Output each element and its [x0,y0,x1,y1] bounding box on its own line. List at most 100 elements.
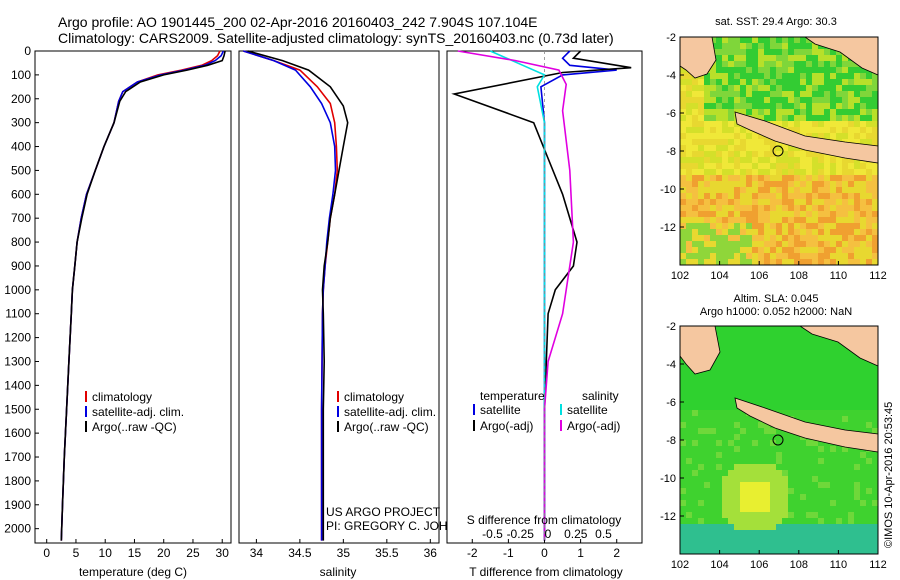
sst-cell [866,187,872,193]
temperature-ytick-label: 1900 [4,498,31,512]
sst-cell [818,223,824,229]
sla-cell [866,398,872,404]
sst-cell [782,151,788,157]
sst-cell [692,205,698,211]
sst-cell [836,199,842,205]
sst-cell [842,85,848,91]
sla-cell [824,362,830,368]
sla-cell [788,350,794,356]
sla-cell [806,458,812,464]
sst-cell [848,169,854,175]
sla-cell [746,326,752,332]
sla-cell [836,344,842,350]
sla-cell [794,464,800,470]
sst-cell [764,163,770,169]
sst-cell [770,97,776,103]
sst-cell [686,181,692,187]
sla-cell [692,380,698,386]
sla-cell [716,380,722,386]
temperature-ytick-label: 1800 [4,474,31,488]
sla-cell [734,338,740,344]
difference-xtick-label: 0 [541,546,548,560]
sst-cell [770,151,776,157]
sla-cell [848,536,854,542]
sst-cell [860,241,866,247]
sla-cell [782,500,788,506]
sla-cell [842,392,848,398]
sst-cell [836,181,842,187]
sst-cell [740,43,746,49]
sla-cell [776,548,782,554]
sst-cell [740,253,746,259]
sst-cell [710,193,716,199]
sst-cell [800,205,806,211]
sla-cell [716,506,722,512]
sla-cell [680,524,686,530]
sla-cell [686,428,692,434]
sla-cell [722,350,728,356]
sst-cell [854,85,860,91]
sla-cell [710,398,716,404]
sst-cell [788,49,794,55]
sla-cell [794,386,800,392]
sst-cell [680,121,686,127]
sst-cell [764,67,770,73]
sst-cell [710,217,716,223]
sst-cell [842,241,848,247]
sla-cell [698,542,704,548]
temperature-ytick-label: 1700 [4,450,31,464]
sla-cell [818,506,824,512]
sla-cell [752,542,758,548]
sst-cell [800,163,806,169]
sst-cell [830,157,836,163]
sst-cell [764,187,770,193]
sst-cell [842,193,848,199]
sst-cell [746,43,752,49]
sst-cell [686,187,692,193]
sst-cell [836,91,842,97]
sla-cell [854,518,860,524]
sla-cell [854,398,860,404]
sla-cell [764,440,770,446]
sla-cell [776,446,782,452]
sla-cell [794,536,800,542]
sst-cell [752,139,758,145]
sst-map-ytick-label: -4 [666,70,676,82]
sla-cell [854,512,860,518]
sla-cell [794,404,800,410]
sla-cell [800,458,806,464]
salinity-legend-label: climatology [344,390,404,404]
sst-cell [680,211,686,217]
sla-cell [782,398,788,404]
sla-cell [860,476,866,482]
sla-cell [728,458,734,464]
sla-cell [698,536,704,542]
sst-cell [806,223,812,229]
sla-cell [872,482,878,488]
sst-cell [872,133,878,139]
sla-cell [698,494,704,500]
sla-cell [692,494,698,500]
sst-cell [692,223,698,229]
sla-cell [848,362,854,368]
sla-cell [812,530,818,536]
sla-cell [758,362,764,368]
sla-cell [758,524,764,530]
sla-cell [740,428,746,434]
sst-cell [764,115,770,121]
sla-cell [698,464,704,470]
sst-cell [824,169,830,175]
sla-cell [740,482,746,488]
sst-cell [680,127,686,133]
sst-cell [872,85,878,91]
sla-cell [710,476,716,482]
sla-cell [698,440,704,446]
sla-cell [848,512,854,518]
sla-cell [854,470,860,476]
sla-cell [770,548,776,554]
sla-cell [722,488,728,494]
sla-cell [860,470,866,476]
sst-cell [872,109,878,115]
sla-cell [770,362,776,368]
sst-cell [716,67,722,73]
